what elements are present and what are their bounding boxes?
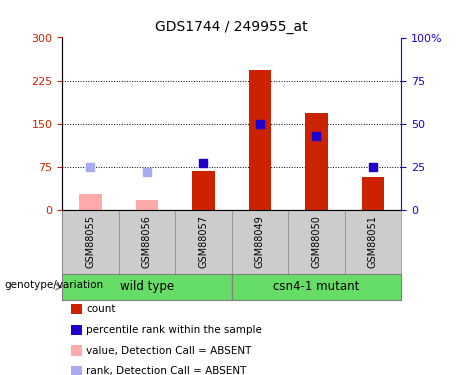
Bar [136, 200, 158, 210]
Text: GSM88055: GSM88055 [85, 215, 95, 268]
Text: GSM88056: GSM88056 [142, 215, 152, 268]
Bar [79, 194, 102, 210]
Bar [305, 113, 328, 210]
Bar [248, 70, 271, 210]
Text: rank, Detection Call = ABSENT: rank, Detection Call = ABSENT [86, 366, 247, 375]
Text: genotype/variation: genotype/variation [5, 280, 104, 290]
Text: GSM88050: GSM88050 [311, 215, 321, 268]
Text: GSM88049: GSM88049 [255, 215, 265, 268]
Text: csn4-1 mutant: csn4-1 mutant [273, 280, 360, 293]
Point [87, 164, 94, 170]
Point [313, 133, 320, 139]
Point [369, 164, 377, 170]
Point [256, 121, 264, 127]
Text: GSM88051: GSM88051 [368, 215, 378, 268]
Text: wild type: wild type [120, 280, 174, 293]
Bar [361, 177, 384, 210]
Title: GDS1744 / 249955_at: GDS1744 / 249955_at [155, 20, 308, 34]
Text: GSM88057: GSM88057 [198, 215, 208, 268]
Text: value, Detection Call = ABSENT: value, Detection Call = ABSENT [86, 346, 252, 355]
Text: percentile rank within the sample: percentile rank within the sample [86, 325, 262, 335]
Bar [192, 171, 215, 210]
Point [200, 160, 207, 166]
Text: count: count [86, 304, 116, 314]
Point [143, 169, 151, 175]
